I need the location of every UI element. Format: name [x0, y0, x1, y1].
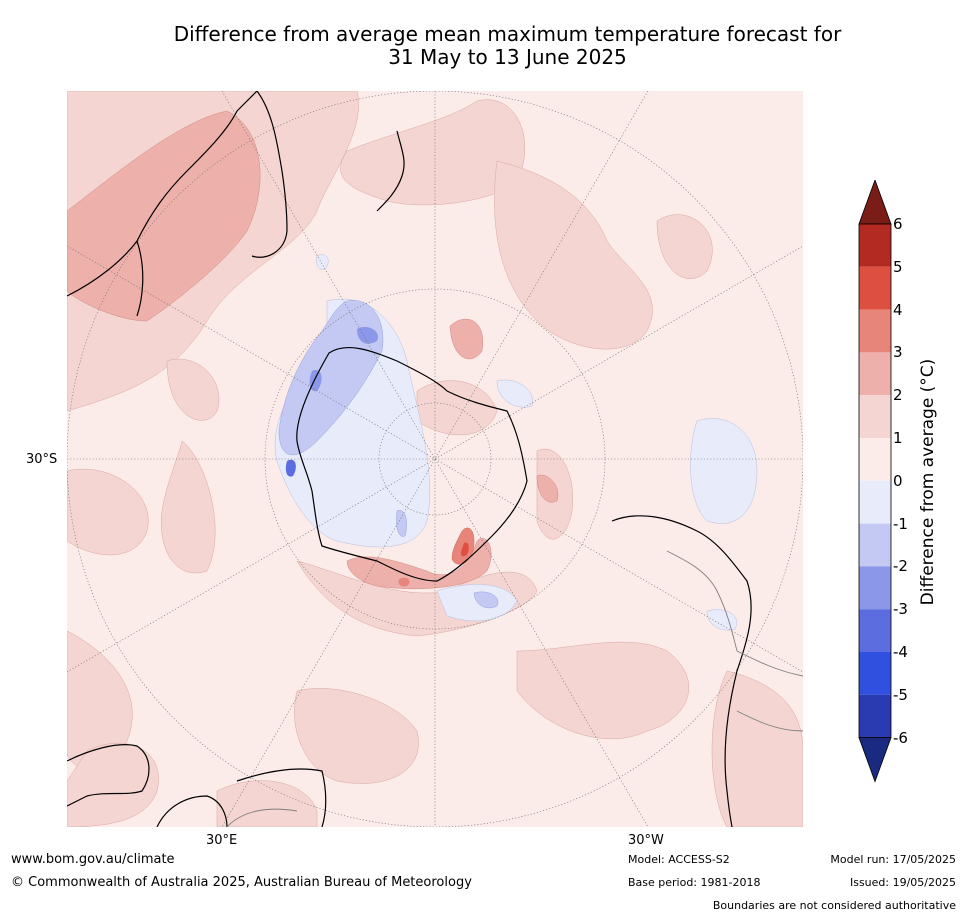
- footer-model-run: Model run: 17/05/2025: [830, 853, 956, 866]
- anomaly-neg2-neg4-regions: [285, 326, 378, 477]
- footer-copyright: © Commonwealth of Australia 2025, Austra…: [11, 875, 472, 890]
- graticule: [67, 91, 803, 827]
- colorbar-bin: [859, 694, 891, 738]
- colorbar-extend-low: [858, 737, 892, 783]
- colorbar-tick-label: -5: [893, 685, 908, 704]
- map-title-line-2: 31 May to 13 June 2025: [388, 45, 627, 69]
- colorbar-tick-label: 2: [893, 386, 903, 405]
- footer-model: Model: ACCESS-S2: [628, 853, 730, 866]
- colorbar-tick-label: -1: [893, 514, 908, 533]
- colorbar-bin: [859, 438, 891, 481]
- colorbar-bin: [859, 352, 891, 396]
- colorbar-tick-label: 5: [893, 257, 903, 276]
- colorbar-tick-label: -2: [893, 557, 908, 576]
- colorbar-tick-label: 1: [893, 429, 903, 447]
- lon-label-30e: 30°E: [206, 833, 238, 848]
- anomaly-map: [67, 91, 803, 827]
- colorbar-tick-label: -6: [893, 728, 908, 747]
- colorbar-tick-label: 6: [893, 215, 903, 233]
- colorbar-tick-label: 4: [893, 300, 903, 319]
- colorbar-tick-label: 0: [893, 471, 903, 490]
- anomaly-3-5-regions: [398, 527, 475, 587]
- lat-label-30s: 30°S: [26, 452, 58, 467]
- colorbar-bin: [859, 395, 891, 438]
- colorbar: [858, 180, 892, 783]
- colorbar-bin: [859, 480, 891, 524]
- colorbar-bin: [859, 266, 891, 310]
- colorbar-bin: [859, 523, 891, 567]
- footer-issued: Issued: 19/05/2025: [849, 876, 956, 889]
- footer-website: www.bom.gov.au/climate: [11, 852, 175, 867]
- colorbar-extend-high: [858, 180, 892, 225]
- coastlines: [67, 91, 752, 827]
- colorbar-tick-label: -3: [893, 600, 908, 619]
- anomaly-neg1-neg2-regions: [278, 300, 499, 609]
- colorbar-bin: [859, 309, 891, 353]
- colorbar-label: Difference from average (°C): [918, 358, 938, 606]
- footer-disclaimer: Boundaries are not considered authoritat…: [712, 899, 956, 912]
- colorbar-bin: [859, 224, 891, 267]
- colorbar-tick-label: -4: [893, 643, 908, 661]
- country-boundaries: [226, 550, 803, 827]
- colorbar-bin: [859, 609, 891, 652]
- colorbar-bin: [859, 566, 891, 610]
- lon-label-30w: 30°W: [628, 833, 664, 848]
- anomaly-2-3-regions: [67, 110, 559, 589]
- colorbar-tick-label: 3: [893, 343, 903, 362]
- footer-base-period: Base period: 1981-2018: [628, 876, 761, 889]
- colorbar-bin: [859, 652, 891, 695]
- map-title-line-1: Difference from average mean maximum tem…: [173, 22, 842, 46]
